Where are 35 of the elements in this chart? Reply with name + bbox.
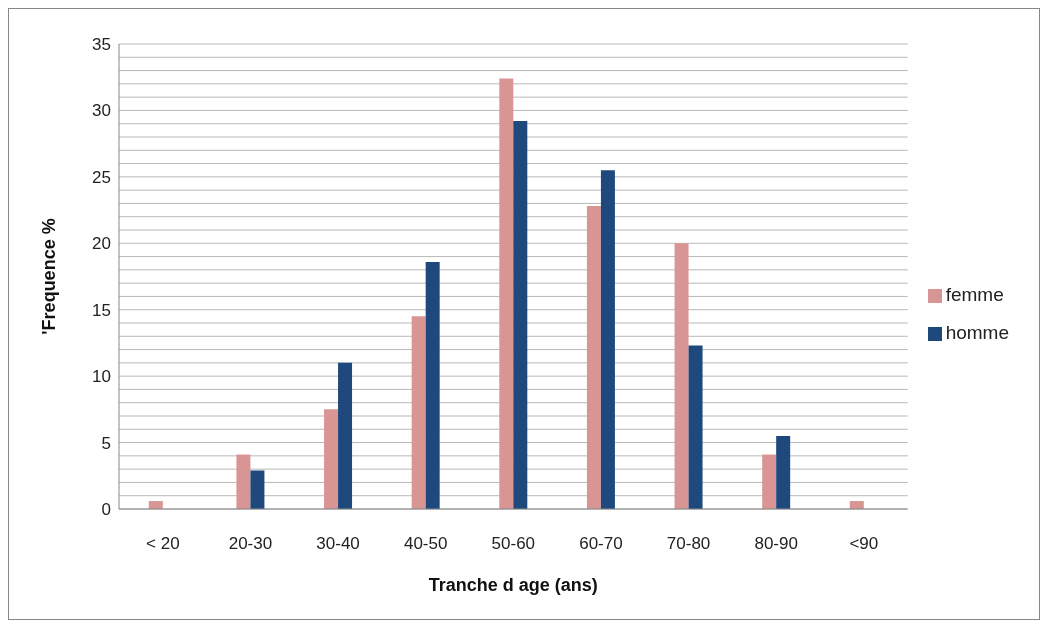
bar [236,454,251,509]
bar [324,409,339,509]
bar [586,206,601,509]
y-tick-label: 30 [92,101,111,121]
y-tick-label: 15 [92,300,111,320]
x-axis-title: Tranche d age (ans) [428,575,598,595]
y-tick-label: 10 [92,367,111,387]
x-tick-label: <90 [849,534,879,554]
x-tick-label: < 20 [146,534,180,554]
bar [674,243,689,509]
legend-label: homme [945,322,1009,343]
legend-label: femme [945,284,1004,305]
y-tick-label: 20 [92,234,111,254]
bar [600,170,615,509]
bar [513,121,528,509]
y-tick-label: 25 [92,167,111,187]
bar [762,454,777,509]
bar [499,78,514,509]
x-tick-label: 20-30 [228,534,273,554]
x-tick-label: 60-70 [579,534,623,554]
bar [425,261,440,509]
x-tick-label: 70-80 [666,534,711,554]
bar [250,470,265,509]
x-tick-label: 50-60 [491,534,536,554]
y-axis-title: 'Frequence % [39,218,60,335]
bar [411,316,426,509]
bar [688,345,703,509]
x-tick-label: 40-50 [403,534,448,554]
y-tick-label: 5 [101,433,111,453]
y-tick-label: 35 [92,35,111,55]
y-tick-label: 0 [101,500,111,520]
bar [776,435,791,509]
x-tick-label: 30-40 [316,534,360,554]
x-tick-label: 80-90 [754,534,798,554]
bar [338,362,353,509]
